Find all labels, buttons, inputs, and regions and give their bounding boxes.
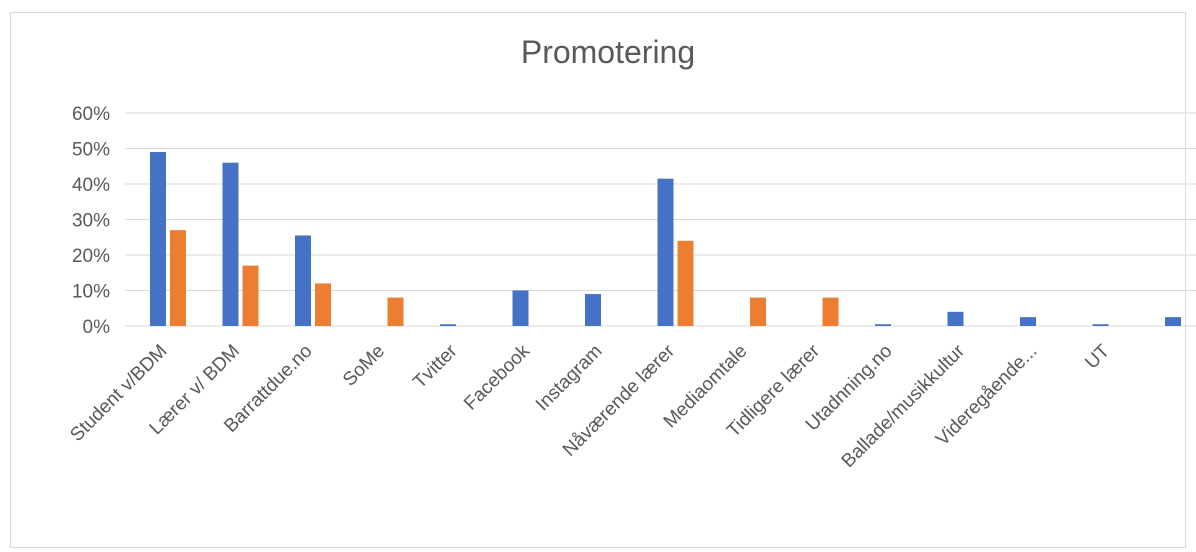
y-tick-label: 30%	[72, 211, 110, 232]
bar-series-2	[822, 297, 839, 326]
chart-title: Promotering	[520, 34, 696, 70]
bar-series-2	[387, 297, 404, 326]
bar-series-1	[1165, 317, 1181, 326]
x-category-label: Instagram	[532, 341, 607, 416]
bar-series-2	[242, 265, 259, 326]
bar-series-1	[295, 235, 311, 326]
bar-series-1	[657, 178, 674, 326]
x-category-label: UT	[1081, 340, 1114, 373]
y-tick-label: 50%	[72, 140, 110, 161]
bar-series-2	[677, 240, 694, 326]
bar-series-1	[1092, 324, 1109, 326]
x-category-label: Ballade/musikkultur	[838, 340, 970, 472]
bar-series-1	[875, 324, 891, 326]
y-axis-ticks: 0% 10% 20% 30% 40% 50% 60%	[72, 104, 110, 338]
bar-series-1	[947, 311, 964, 326]
bar-series-1	[585, 294, 601, 326]
bars	[150, 152, 1181, 326]
bar-series-1	[440, 324, 456, 326]
bar-series-1	[1020, 317, 1036, 326]
bar-series-1	[222, 162, 239, 326]
bar-series-1	[150, 152, 166, 326]
x-category-label: Tvitter	[409, 340, 462, 393]
y-tick-label: 0%	[83, 317, 111, 338]
x-category-label: Facebook	[460, 340, 534, 414]
bar-series-2	[315, 283, 331, 326]
bar-series-1	[512, 290, 529, 326]
y-tick-label: 10%	[72, 282, 110, 303]
chart-frame	[10, 12, 1186, 548]
y-tick-label: 40%	[72, 175, 110, 196]
y-tick-label: 20%	[72, 246, 110, 267]
bar-series-2	[750, 297, 766, 326]
bar-series-2	[170, 230, 186, 326]
x-category-label: SoMe	[339, 341, 389, 391]
y-tick-label: 60%	[72, 104, 110, 125]
